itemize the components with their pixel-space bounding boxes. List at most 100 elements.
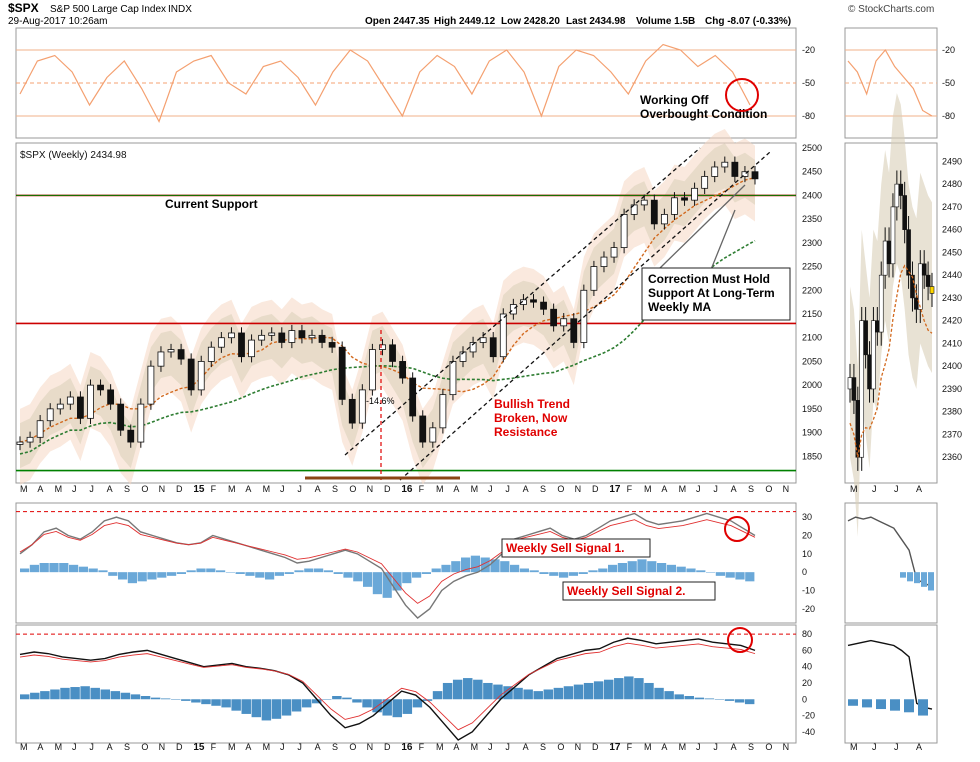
annotation-line: Weekly MA — [648, 300, 711, 314]
macd-long-bar — [523, 689, 533, 700]
macd-long-bar — [201, 699, 211, 705]
inset-candle-body — [925, 274, 931, 287]
macd-long-bar — [442, 682, 453, 700]
macd-short-bar — [353, 572, 363, 582]
candle-body — [379, 344, 386, 350]
x-axis-label: A — [731, 484, 737, 494]
price-tick-label: 2350 — [802, 214, 822, 224]
macd-short-bar — [265, 572, 275, 580]
macd-long-bar — [674, 694, 684, 700]
macd-long-bar — [614, 678, 624, 700]
macd-long-bar — [110, 691, 121, 700]
trend-upper-line — [344, 147, 701, 456]
candle-body — [177, 349, 185, 360]
macd-short-bar — [392, 572, 402, 591]
macd-short-bar — [343, 572, 353, 578]
macd-long-bar — [181, 699, 191, 701]
inset-macd-long-bar — [862, 699, 872, 708]
macd-short-bar — [637, 559, 647, 573]
x-axis-label: D — [176, 742, 183, 752]
price-tick-label: 2050 — [802, 356, 822, 366]
macd-short-bar — [510, 564, 520, 573]
inset-candle-body — [867, 354, 872, 390]
x-axis-label: A — [107, 742, 113, 752]
x-axis-label: J — [72, 484, 77, 494]
macd-long-bar — [311, 699, 322, 704]
inset-price-tick-label: 2470 — [942, 202, 962, 212]
macd-long-line — [19, 637, 756, 741]
inset-candle-body — [921, 263, 927, 276]
candle-body — [711, 166, 719, 177]
x-axis-label: O — [141, 484, 148, 494]
candle-body — [318, 334, 326, 343]
candle-body — [348, 398, 356, 424]
macd-short-bar — [29, 564, 39, 573]
macd-short-bar — [745, 572, 755, 582]
inset-macd-short-bar — [928, 572, 934, 591]
candle-body — [258, 334, 266, 341]
x-axis-label: S — [332, 742, 338, 752]
x-axis-label: F — [211, 484, 217, 494]
macd-long-bar — [40, 691, 50, 700]
candle-body — [147, 365, 155, 405]
macd-short-bar — [657, 563, 667, 573]
sell-signal-2-box — [562, 581, 716, 601]
macd-long-tick-label: -20 — [802, 711, 815, 721]
candle-body — [56, 403, 64, 410]
macd-short-bar — [147, 572, 157, 580]
macd-short-bar — [333, 572, 343, 574]
candle-body — [691, 187, 698, 201]
macd-short-bar — [49, 563, 59, 573]
high-label: High 2449.12 — [434, 16, 496, 27]
macd-long-bar — [80, 686, 90, 700]
inset-macd-long-bar — [890, 699, 900, 711]
inset-macd-short-bar — [914, 572, 920, 584]
macd-short-bar — [568, 572, 578, 576]
open-label: Open 2447.35 — [365, 16, 430, 27]
inset-candle-body — [906, 229, 911, 276]
inset-price-tick-label: 2430 — [942, 293, 962, 303]
macd-long-bar — [392, 699, 403, 718]
inset-price-tick-label: 2360 — [942, 452, 962, 462]
x-axis-label: 16 — [401, 484, 413, 495]
arrow-to-ma — [659, 184, 746, 269]
x-axis-label: A — [731, 742, 737, 752]
candle-body — [167, 349, 175, 353]
inset-rsi-tick-label: -50 — [942, 78, 955, 88]
inset-x-axis-label: J — [894, 742, 899, 752]
inset-candle-body — [910, 274, 915, 299]
candle-body — [640, 199, 648, 206]
candle-body — [721, 161, 729, 168]
x-axis-label: D — [384, 484, 391, 494]
inset-price-tick-label: 2410 — [942, 338, 962, 348]
x-axis-label: J — [505, 484, 510, 494]
x-axis-label: J — [713, 742, 718, 752]
macd-long-bar — [332, 696, 342, 700]
macd-long-bar — [70, 687, 80, 700]
inset-macd-long-bar — [848, 699, 858, 706]
x-axis-label: N — [367, 742, 374, 752]
price-tick-label: 2450 — [802, 167, 822, 177]
price-tick-label: 1950 — [802, 404, 822, 414]
macd-long-bar — [452, 679, 463, 700]
macd-long-signal — [19, 642, 756, 731]
macd-short-bar — [578, 572, 588, 574]
candle-body — [228, 332, 235, 339]
candle-body — [107, 389, 115, 405]
inset-price-tick-label: 2400 — [942, 361, 962, 371]
annotation-line: Resistance — [494, 425, 558, 439]
macd-long-bar — [261, 699, 272, 721]
inset-candle-body — [902, 195, 907, 230]
macd-long-bar — [171, 699, 181, 700]
x-axis-label: J — [89, 742, 94, 752]
macd-short-bar — [686, 568, 696, 573]
x-axis-label: M — [263, 742, 271, 752]
x-axis-label: D — [176, 484, 183, 494]
macd-long-bar — [573, 684, 584, 700]
candle-body — [449, 361, 457, 396]
inset-price-tick-label: 2450 — [942, 247, 962, 257]
inset-price-tick-label: 2480 — [942, 179, 962, 189]
candle-body — [479, 337, 487, 343]
macd-long-bar — [301, 699, 312, 708]
sell-signal-2-circle — [727, 627, 753, 653]
